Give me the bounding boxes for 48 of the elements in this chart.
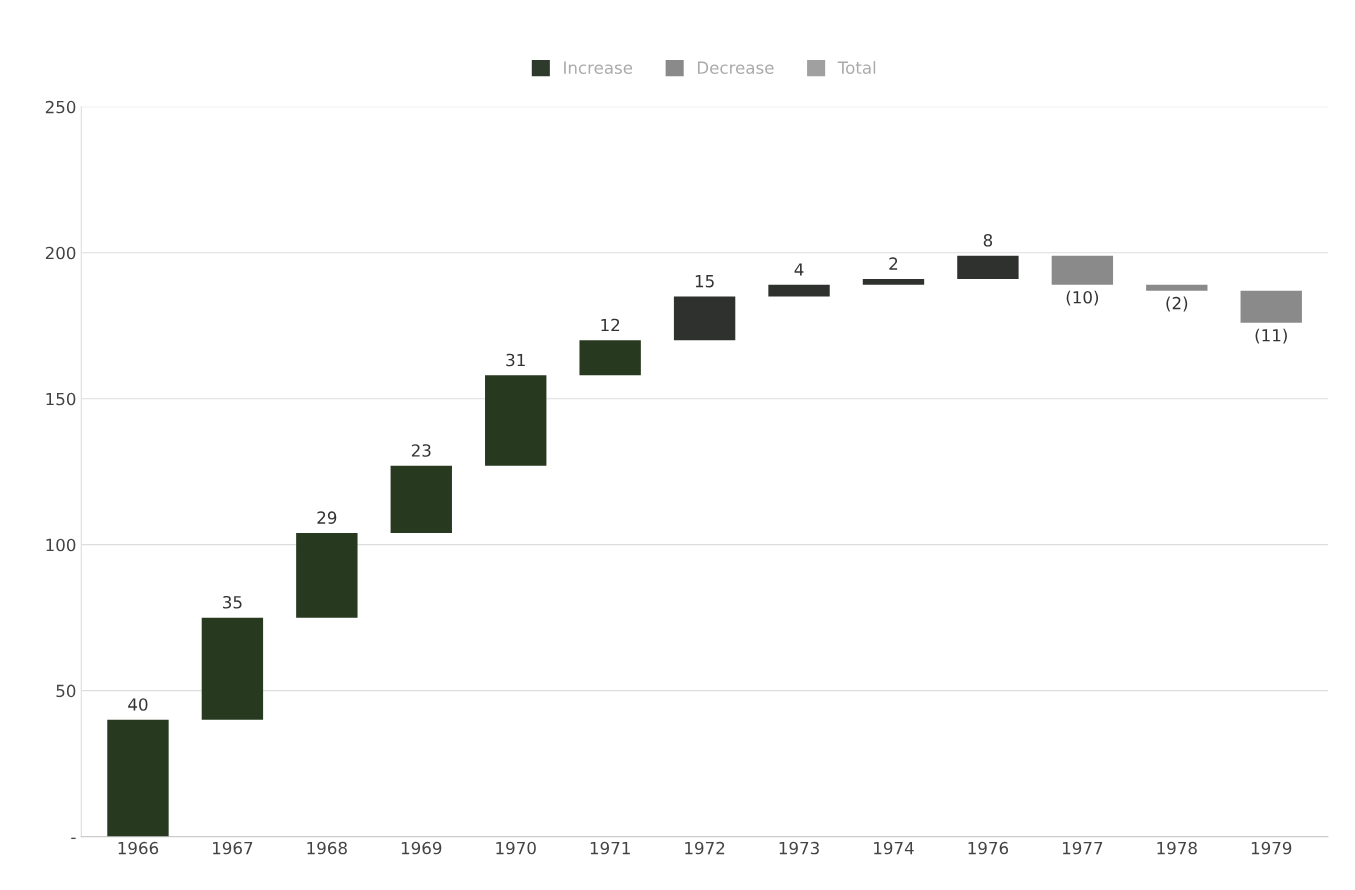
y-tick-label: 50 xyxy=(56,684,76,698)
data-label: 40 xyxy=(128,698,148,711)
x-tick-label: 1969 xyxy=(401,841,442,855)
legend-label: Decrease xyxy=(697,61,774,74)
y-tick-label: - xyxy=(71,837,76,840)
x-tick-label: 1972 xyxy=(685,841,725,855)
legend-label: Increase xyxy=(564,61,633,74)
bar xyxy=(390,465,452,533)
data-label: (10) xyxy=(1066,290,1099,306)
x-tick-label: 1968 xyxy=(307,841,347,855)
bar xyxy=(485,375,547,466)
x-tick-label: 1977 xyxy=(1062,841,1103,855)
data-label: 23 xyxy=(411,444,431,457)
bar xyxy=(1051,255,1114,285)
bar xyxy=(107,719,169,837)
x-tick-label: 1974 xyxy=(874,841,914,855)
bar xyxy=(957,255,1019,280)
y-tick-label: 250 xyxy=(45,100,76,114)
bar xyxy=(673,296,736,341)
bar xyxy=(579,340,641,376)
data-label: 15 xyxy=(695,275,714,288)
x-tick-label: 1970 xyxy=(496,841,536,855)
x-tick-label: 1971 xyxy=(590,841,630,855)
y-tick-label: 150 xyxy=(46,392,76,406)
data-label: 29 xyxy=(317,511,337,524)
data-label: 12 xyxy=(601,318,620,332)
data-label: (11) xyxy=(1255,328,1287,344)
x-tick-label: 1967 xyxy=(213,841,253,855)
data-label: 31 xyxy=(506,353,525,367)
data-label: 2 xyxy=(889,257,898,270)
data-label: (2) xyxy=(1166,296,1188,312)
bar xyxy=(768,284,830,297)
bar xyxy=(201,617,264,720)
x-tick-label: 1973 xyxy=(779,841,819,855)
data-label: 8 xyxy=(983,234,993,247)
x-tick-label: 1978 xyxy=(1157,841,1197,855)
y-tick-label: 100 xyxy=(46,538,76,552)
x-tick-label: 1966 xyxy=(118,841,159,855)
x-tick-label: 1979 xyxy=(1251,841,1292,855)
bar xyxy=(1240,290,1302,323)
legend-label: Total xyxy=(837,61,876,74)
x-tick-label: 1976 xyxy=(968,841,1009,855)
bar xyxy=(1146,284,1208,291)
data-label: 4 xyxy=(794,263,804,276)
y-tick-label: 200 xyxy=(45,246,76,260)
bar xyxy=(296,533,358,618)
data-label: 35 xyxy=(223,595,242,609)
bar xyxy=(862,279,925,285)
